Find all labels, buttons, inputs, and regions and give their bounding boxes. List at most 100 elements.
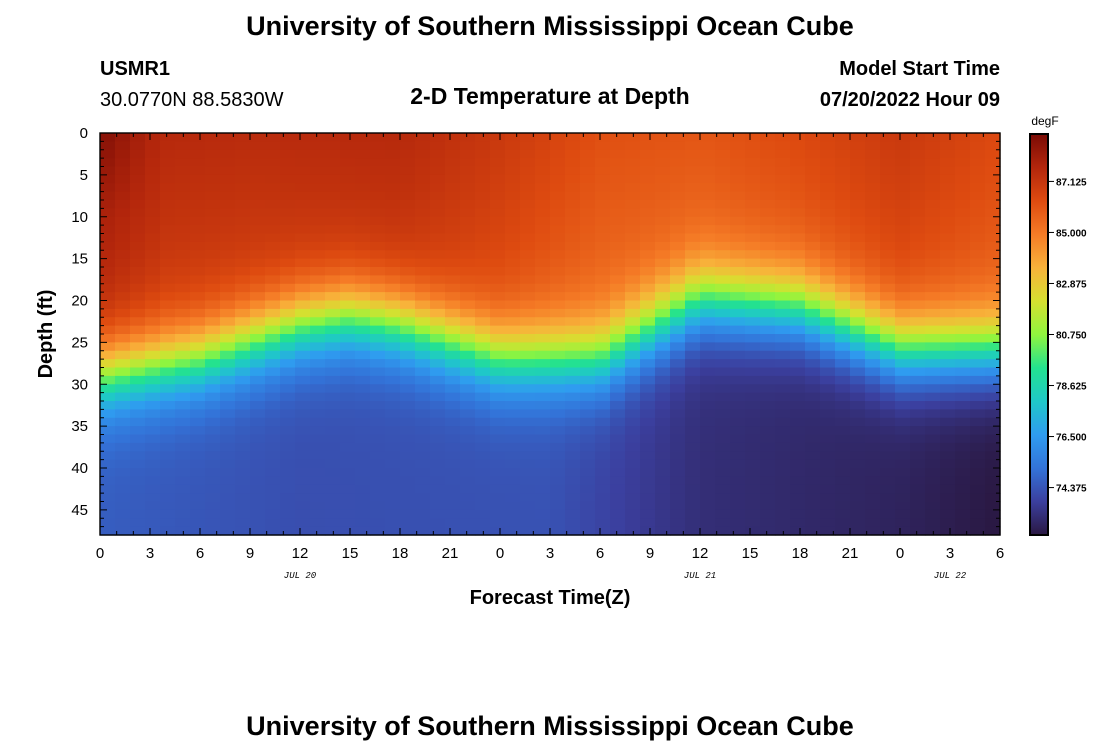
heatmap-cell <box>190 166 206 176</box>
heatmap-cell <box>655 417 671 427</box>
heatmap-cell <box>250 518 266 528</box>
heatmap-cell <box>685 250 701 260</box>
heatmap-cell <box>235 308 251 318</box>
heatmap-cell <box>235 401 251 410</box>
heatmap-cell <box>595 133 611 142</box>
heatmap-cell <box>550 409 566 419</box>
heatmap-cell <box>550 308 566 318</box>
heatmap-cell <box>805 149 821 159</box>
heatmap-cell <box>235 367 251 377</box>
heatmap-cell <box>460 375 476 385</box>
heatmap-cell <box>550 367 566 377</box>
heatmap-cell <box>535 509 551 519</box>
heatmap-cell <box>235 384 251 394</box>
heatmap-cell <box>265 359 281 369</box>
heatmap-cell <box>640 292 656 302</box>
heatmap-cell <box>265 526 281 536</box>
heatmap-cell <box>520 300 536 310</box>
heatmap-cell <box>130 158 146 168</box>
heatmap-cell <box>295 300 311 310</box>
heatmap-cell <box>280 250 296 260</box>
heatmap-cell <box>565 225 581 235</box>
heatmap-cell <box>325 426 341 436</box>
heatmap-cell <box>940 468 956 477</box>
heatmap-cell <box>970 325 986 335</box>
heatmap-cell <box>835 233 851 243</box>
heatmap-cell <box>220 518 236 528</box>
heatmap-cell <box>850 334 866 343</box>
heatmap-cell <box>295 401 311 410</box>
heatmap-cell <box>580 317 596 327</box>
heatmap-cell <box>220 342 236 352</box>
heatmap-cell <box>370 149 386 159</box>
heatmap-cell <box>805 342 821 352</box>
heatmap-cell <box>610 451 626 461</box>
heatmap-cell <box>325 384 341 394</box>
heatmap-cell <box>370 141 386 151</box>
heatmap-cell <box>340 426 356 436</box>
heatmap-cell <box>310 484 326 494</box>
heatmap-cell <box>115 283 131 293</box>
heatmap-cell <box>850 417 866 427</box>
heatmap-cell <box>370 233 386 243</box>
heatmap-cell <box>880 183 896 193</box>
heatmap-cell <box>940 493 956 503</box>
heatmap-cell <box>190 409 206 419</box>
heatmap-cell <box>115 476 131 486</box>
heatmap-cell <box>475 392 491 402</box>
heatmap-cell <box>310 367 326 377</box>
heatmap-cell <box>940 149 956 159</box>
heatmap-cell <box>550 484 566 494</box>
heatmap-cell <box>340 233 356 243</box>
heatmap-cell <box>790 375 806 385</box>
heatmap-cell <box>595 325 611 335</box>
heatmap-cell <box>430 308 446 318</box>
heatmap-cell <box>610 183 626 193</box>
heatmap-cell <box>685 509 701 519</box>
heatmap-cell <box>880 484 896 494</box>
heatmap-cell <box>745 350 761 360</box>
heatmap-cell <box>205 409 221 419</box>
heatmap-cell <box>925 384 941 394</box>
heatmap-cell <box>820 267 836 276</box>
heatmap-cell <box>640 183 656 193</box>
heatmap-cell <box>355 518 371 528</box>
heatmap-cell <box>130 174 146 184</box>
heatmap-cell <box>325 484 341 494</box>
heatmap-cell <box>985 451 1001 461</box>
heatmap-cell <box>775 216 791 226</box>
heatmap-cell <box>595 241 611 251</box>
heatmap-cell <box>130 166 146 176</box>
heatmap-cell <box>430 292 446 302</box>
heatmap-cell <box>775 493 791 503</box>
heatmap-cell <box>565 216 581 226</box>
heatmap-cell <box>970 384 986 394</box>
heatmap-cell <box>670 133 686 142</box>
heatmap-cell <box>160 158 176 168</box>
heatmap-cell <box>700 183 716 193</box>
heatmap-cell <box>925 258 941 268</box>
heatmap-cell <box>415 401 431 410</box>
heatmap-cell <box>655 509 671 519</box>
heatmap-cell <box>955 375 971 385</box>
heatmap-cell <box>295 275 311 285</box>
heatmap-cell <box>865 350 881 360</box>
heatmap-cell <box>835 342 851 352</box>
heatmap-cell <box>310 158 326 168</box>
heatmap-cell <box>535 216 551 226</box>
heatmap-cell <box>340 375 356 385</box>
heatmap-cell <box>910 409 926 419</box>
heatmap-cell <box>880 334 896 343</box>
heatmap-cell <box>520 526 536 536</box>
heatmap-cell <box>280 267 296 276</box>
heatmap-cell <box>730 300 746 310</box>
heatmap-cell <box>985 283 1001 293</box>
heatmap-cell <box>865 133 881 142</box>
heatmap-cell <box>730 459 746 469</box>
heatmap-cell <box>730 158 746 168</box>
heatmap-cell <box>100 526 116 536</box>
heatmap-cell <box>775 334 791 343</box>
heatmap-cell <box>385 392 401 402</box>
heatmap-cell <box>895 166 911 176</box>
heatmap-cell <box>625 342 641 352</box>
